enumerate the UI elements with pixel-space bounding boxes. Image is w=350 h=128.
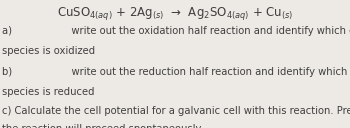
Text: species is reduced: species is reduced (2, 87, 94, 97)
Text: c) Calculate the cell potential for a galvanic cell with this reaction. Predict : c) Calculate the cell potential for a ga… (2, 106, 350, 116)
Text: species is oxidized: species is oxidized (2, 46, 95, 56)
Text: the reaction will proceed spontaneously.: the reaction will proceed spontaneously. (2, 124, 203, 128)
Text: a)                   write out the oxidation half reaction and identify which ch: a) write out the oxidation half reaction… (2, 26, 350, 36)
Text: CuSO$_{4(aq)}$ + 2Ag$_{(s)}$  →  Ag$_{2}$SO$_{4(aq)}$ + Cu$_{(s)}$: CuSO$_{4(aq)}$ + 2Ag$_{(s)}$ → Ag$_{2}$S… (57, 5, 293, 22)
Text: b)                   write out the reduction half reaction and identify which ch: b) write out the reduction half reaction… (2, 67, 350, 77)
